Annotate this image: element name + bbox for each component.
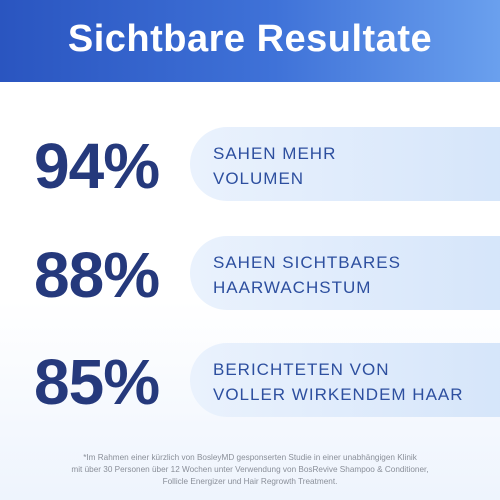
title: Sichtbare Resultate (67, 18, 433, 60)
footnote-line: *Im Rahmen einer kürzlich von BosleyMD g… (83, 453, 417, 462)
stat-label: HAARWACHSTUM (213, 278, 372, 297)
stat-label: SAHEN MEHR (213, 144, 337, 163)
stat-value: 94% (34, 130, 160, 202)
footnote: *Im Rahmen einer kürzlich von BosleyMD g… (0, 452, 500, 488)
stat-pill (190, 127, 500, 201)
stat-label: VOLUMEN (213, 169, 305, 188)
header: Sichtbare Resultate (0, 0, 500, 82)
stat-row: 94% SAHEN MEHR VOLUMEN (0, 127, 500, 202)
stat-row: 85% BERICHTETEN VON VOLLER WIRKENDEM HAAR (0, 343, 500, 418)
footnote-line: Follicle Energizer und Hair Regrowth Tre… (162, 477, 338, 486)
stat-value: 85% (34, 346, 160, 418)
stat-label: BERICHTETEN VON (213, 360, 390, 379)
stat-row: 88% SAHEN SICHTBARES HAARWACHSTUM (0, 236, 500, 311)
stat-pill (190, 343, 500, 417)
stat-pill (190, 236, 500, 310)
stat-label: VOLLER WIRKENDEM HAAR (213, 385, 464, 404)
stat-label: SAHEN SICHTBARES (213, 253, 401, 272)
footnote-line: mit über 30 Personen über 12 Wochen unte… (71, 465, 429, 474)
stat-value: 88% (34, 239, 160, 311)
